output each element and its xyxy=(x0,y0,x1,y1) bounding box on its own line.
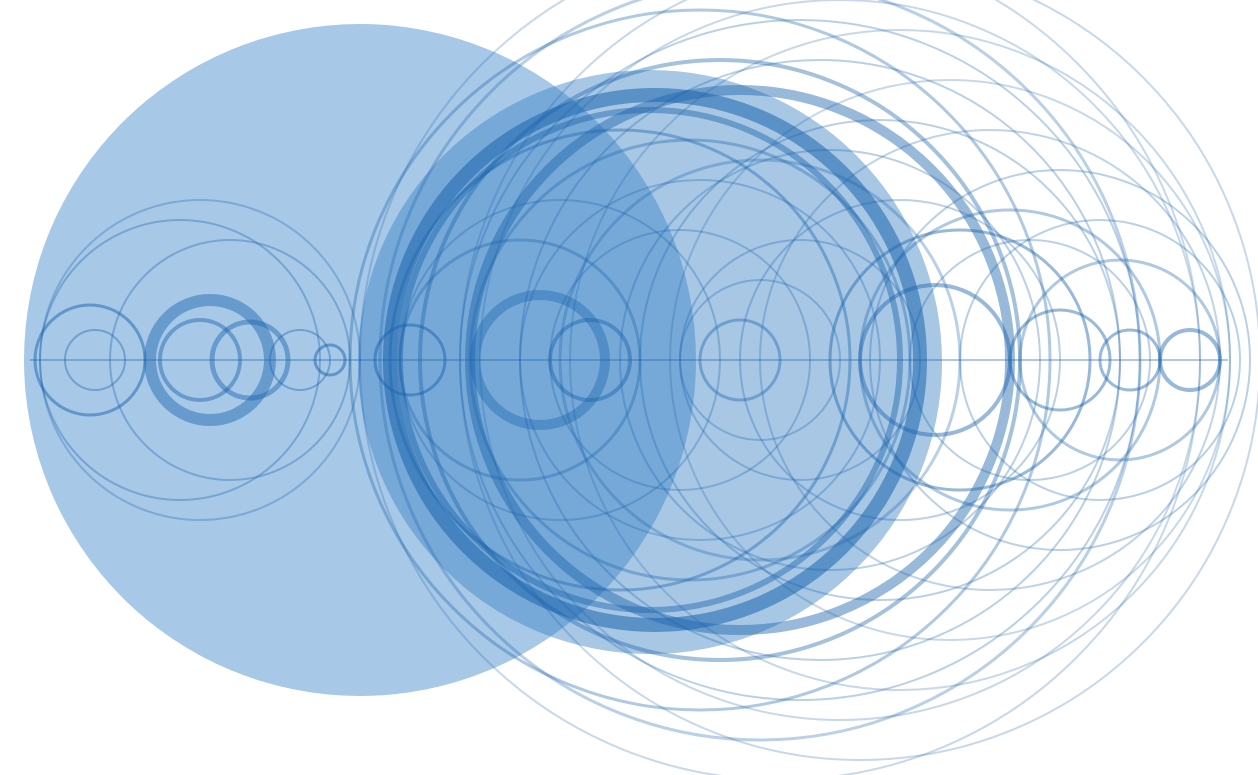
large-disc xyxy=(24,24,696,696)
ring xyxy=(639,119,1121,601)
ring xyxy=(373,323,447,397)
ring xyxy=(619,149,1041,571)
ring xyxy=(378,0,1142,742)
ring xyxy=(858,208,1162,512)
ring xyxy=(209,319,291,401)
ring xyxy=(548,318,632,402)
ring xyxy=(39,199,361,521)
medium-disc xyxy=(358,70,942,654)
ring xyxy=(39,219,321,501)
ring xyxy=(109,239,351,481)
ring xyxy=(519,179,881,541)
ring xyxy=(468,138,912,582)
ring xyxy=(158,318,242,402)
ring xyxy=(1018,258,1222,462)
ring xyxy=(359,0,1201,775)
ring xyxy=(858,283,1012,437)
ring xyxy=(459,0,1258,761)
ring xyxy=(33,303,147,417)
ring xyxy=(759,129,1221,591)
ring xyxy=(269,329,331,391)
ring xyxy=(909,239,1151,481)
ring xyxy=(479,0,1201,721)
ring xyxy=(569,29,1231,691)
ring xyxy=(398,238,642,482)
ring xyxy=(348,8,1052,712)
ring xyxy=(679,279,841,441)
ring xyxy=(1008,308,1112,412)
ring xyxy=(828,228,1092,492)
ring xyxy=(465,85,1015,635)
ring xyxy=(669,79,1231,641)
ring xyxy=(519,59,1121,661)
ring xyxy=(739,199,1061,521)
ring xyxy=(1158,328,1222,392)
ring xyxy=(144,294,276,426)
ring xyxy=(64,329,126,391)
ring xyxy=(679,239,921,481)
ring xyxy=(313,343,347,377)
ring xyxy=(383,88,927,632)
ring xyxy=(470,290,610,430)
ring xyxy=(399,199,721,521)
ring xyxy=(459,19,1141,701)
ring-group xyxy=(30,0,1258,775)
ring xyxy=(558,158,962,562)
ring xyxy=(397,107,903,613)
ring xyxy=(418,58,1022,662)
ring xyxy=(549,229,811,491)
ring xyxy=(959,219,1241,501)
ring xyxy=(869,169,1251,551)
ring xyxy=(388,128,852,592)
ring xyxy=(698,318,782,402)
ring xyxy=(1098,328,1162,392)
